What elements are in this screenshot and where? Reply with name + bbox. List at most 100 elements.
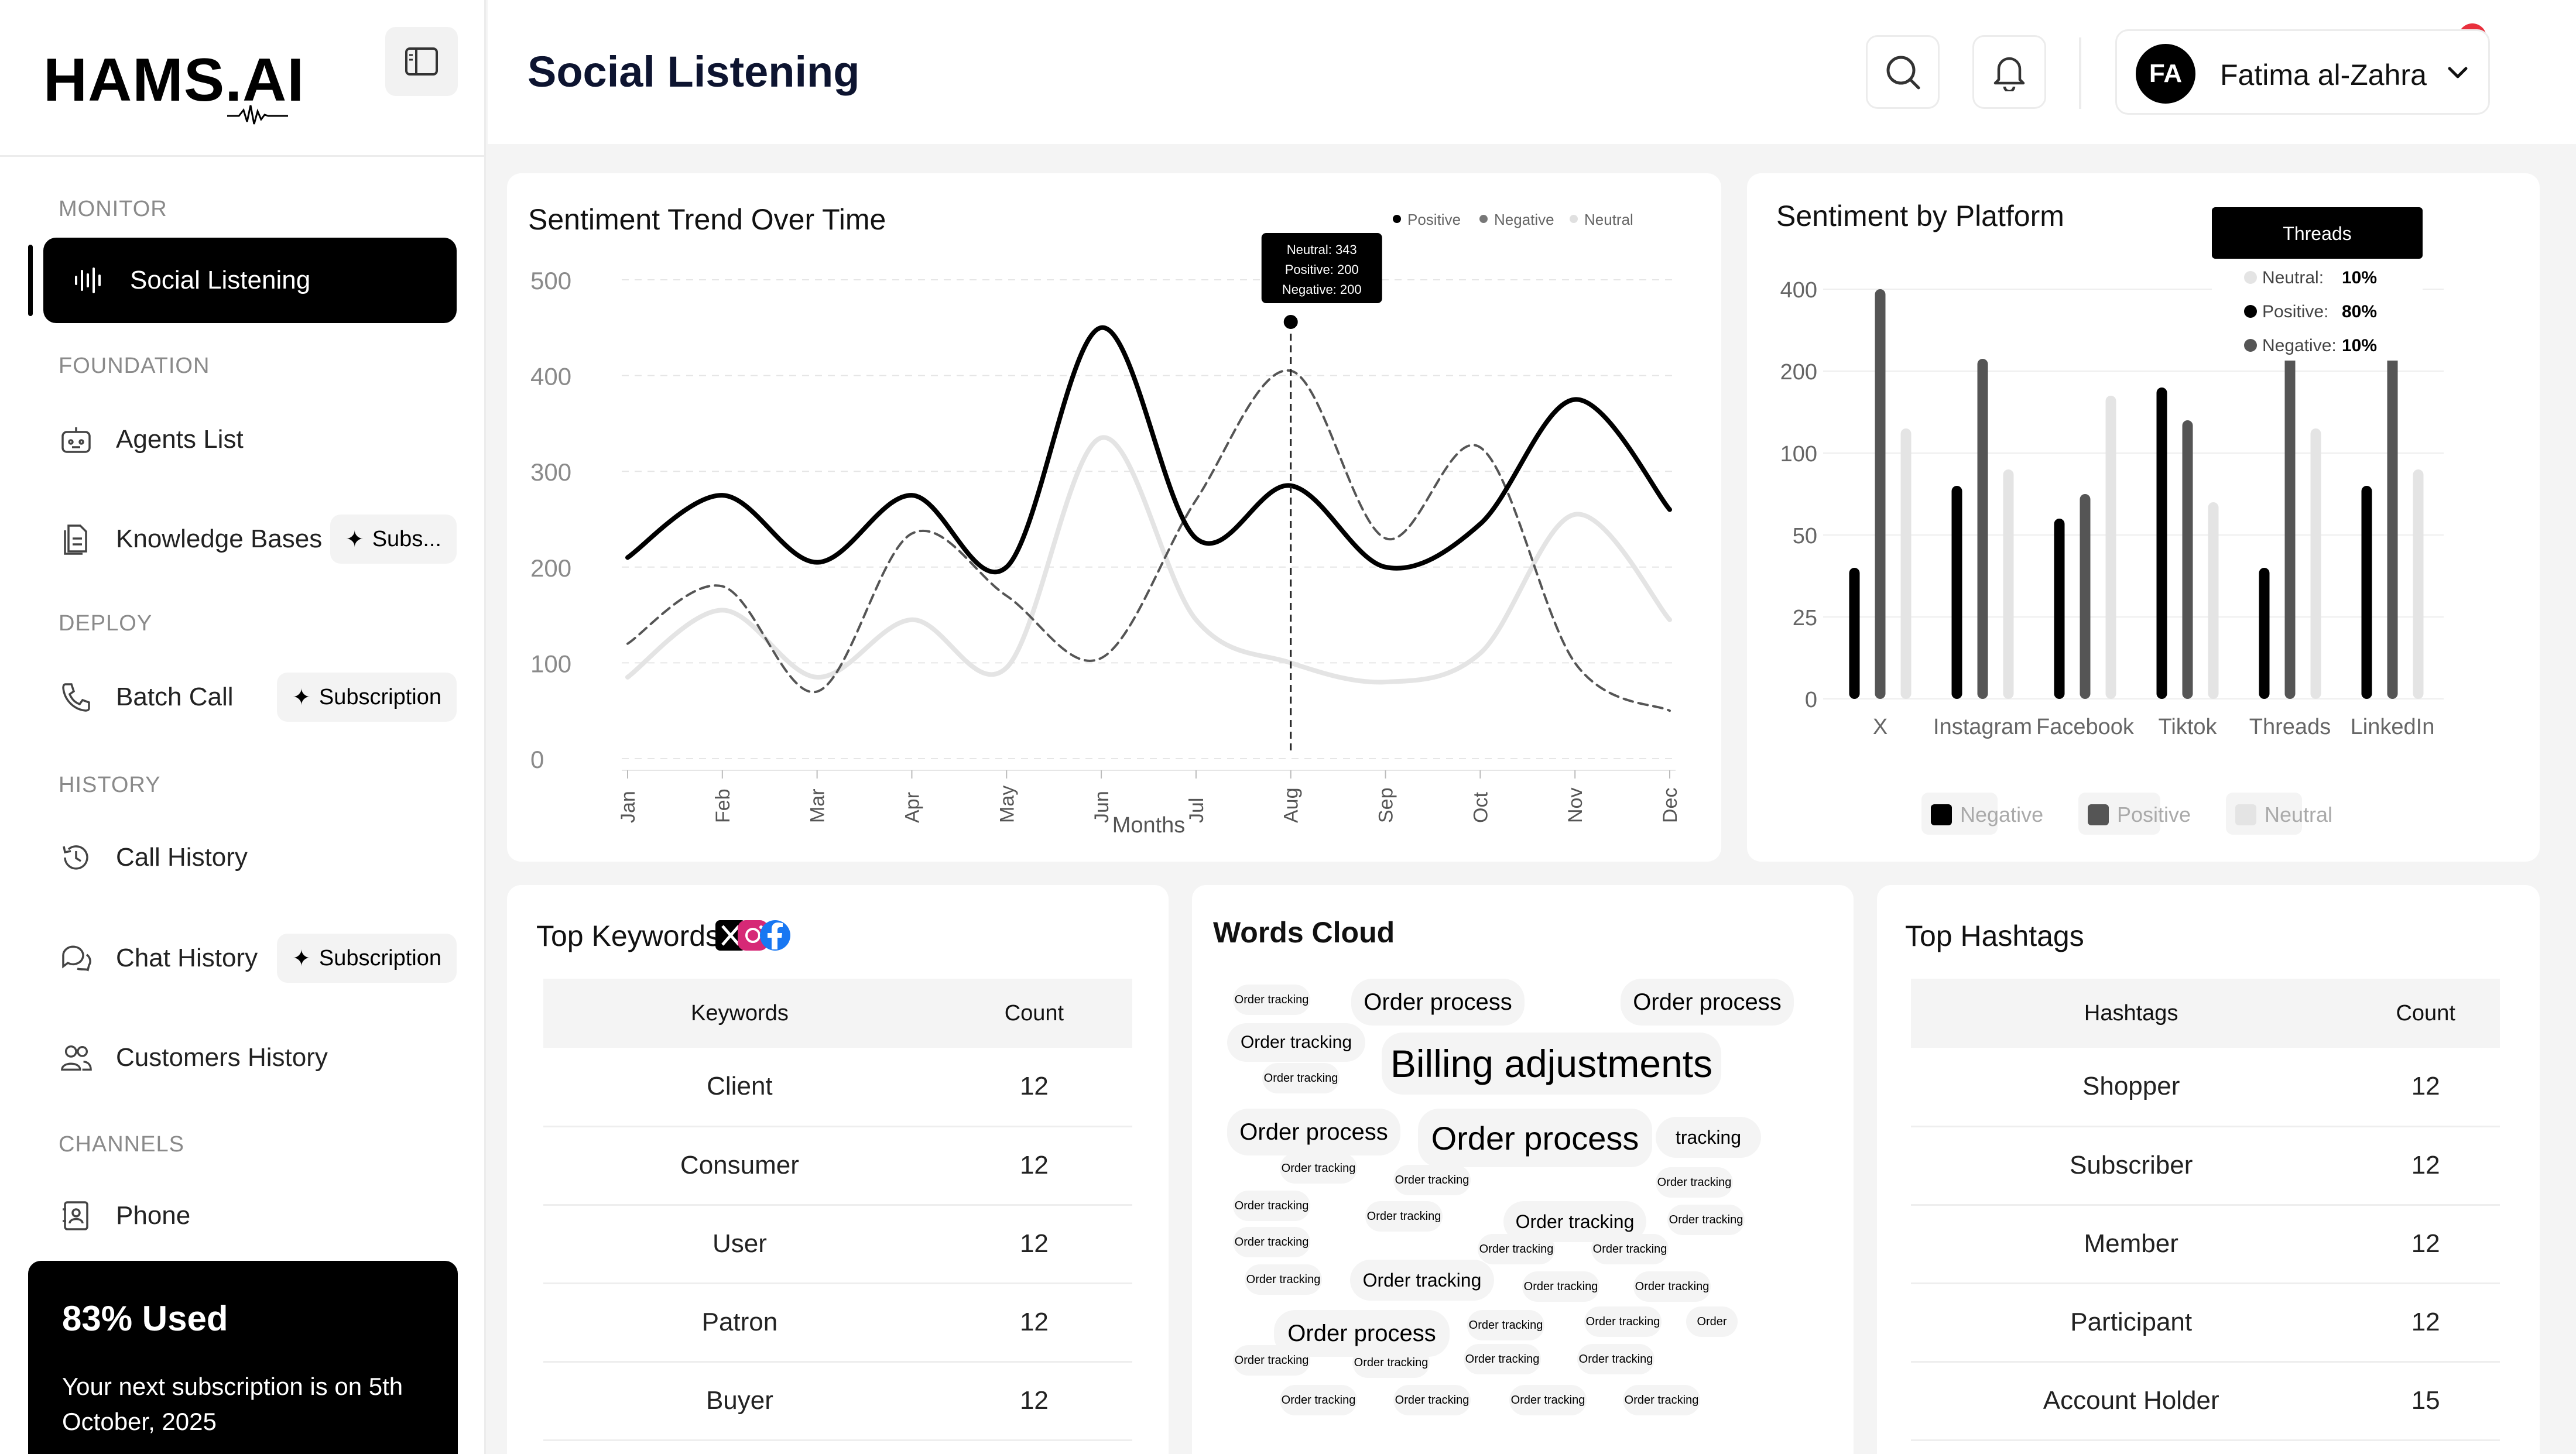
word-tag: Order tracking [1227,1023,1365,1062]
y-tick-label: 500 [530,267,571,294]
bar-neutral [2105,396,2116,699]
positive-series-line [625,325,1672,575]
tooltip-label: Neutral: [2262,268,2324,287]
sidebar-item-agents-list[interactable]: Agents List [43,397,457,482]
tooltip-marker [2244,305,2257,318]
count-cell: 12 [936,1126,1132,1206]
legend-label: Negative [1960,803,2043,827]
x-tick-label: Aug [1280,788,1303,824]
negative-series-line [626,369,1671,712]
table-row: Member 12 [1911,1205,2500,1284]
sidebar-item-phone[interactable]: Phone [43,1173,457,1258]
tooltip-label: Negative: [2262,336,2337,355]
tooltip-positive: Positive: 200 [1285,262,1359,277]
word-tag: Order process [1418,1109,1652,1167]
bar-neutral [2003,469,2014,699]
section-deploy: DEPLOY [59,611,153,636]
bar-neutral [2413,469,2424,699]
count-cell: 12 [936,1048,1132,1127]
tooltip-value: 10% [2342,336,2377,355]
tooltip-label: Positive: [2262,302,2328,321]
sidebar-toggle-button[interactable] [385,27,458,96]
sparkle-icon: ✦ [292,685,311,710]
platform-tooltip-title: Threads [2283,223,2351,244]
x-tick-label: Feb [712,788,734,823]
section-history: HISTORY [59,773,161,797]
usage-card: 83% Used Your next subscription is on 5t… [28,1261,458,1454]
words-cloud-title: Words Cloud [1213,916,1395,949]
x-tick-label: Tiktok [2159,715,2218,739]
table-row: Patron 12 [543,1283,1132,1363]
tooltip-value: 80% [2342,302,2377,321]
bar-positive [1875,289,1886,699]
count-cell: 12 [936,1283,1132,1363]
sidebar-item-label: Chat History [116,944,258,972]
word-tag: Order tracking [1667,1205,1745,1235]
sidebar-toggle-icon [405,47,438,76]
hashtags-table: Hashtags Count Shopper 12 Subscriber 12 Me… [1911,979,2500,1441]
sentiment-platform-title: Sentiment by Platform [1776,200,2064,232]
word-cloud: Order tracking Order process Order process… [1215,979,1854,1424]
legend-marker [1479,215,1488,223]
x-tick-label: Threads [2249,715,2331,739]
table-row: Account Holder 15 [1911,1362,2500,1441]
count-cell: 12 [2351,1205,2500,1284]
word-tag: Order tracking [1509,1385,1587,1415]
word-tag: Order tracking [1233,1191,1310,1221]
legend-marker [1570,215,1578,223]
sidebar-item-batch-call[interactable]: Batch Call ✦ Subscription [43,654,457,740]
bar-negative [2361,486,2372,699]
y-tick-label: 100 [1780,442,1817,467]
keyword-cell: Client [543,1048,936,1127]
document-icon [60,523,93,555]
bar-neutral [2208,502,2219,699]
x-tick-label: Sep [1375,788,1397,824]
user-menu-button[interactable]: FA Fatima al-Zahra [2115,29,2490,115]
subscription-chip[interactable]: ✦ Subs... [330,515,457,564]
x-tick-label: Apr [901,792,923,823]
top-keywords-title: Top Keywords [536,920,721,952]
sidebar-item-chat-history[interactable]: Chat History ✦ Subscription [43,915,457,1001]
count-cell: 12 [936,1205,1132,1284]
table-row: Participant 12 [1911,1283,2500,1363]
robot-icon [60,423,93,456]
tooltip-marker [2244,339,2257,352]
y-tick-label: 300 [530,458,571,486]
sidebar-item-customers-history[interactable]: Customers History [43,1015,457,1100]
sentiment-platform-chart: 0 25 50 100 200 400 X Instagram Facebook Tiktok Th… [1780,207,2444,835]
audio-wave-icon [73,264,105,297]
x-tick-label: LinkedIn [2351,715,2435,739]
users-icon [60,1041,93,1074]
subscription-chip[interactable]: ✦ Subscription [277,934,457,983]
section-channels: CHANNELS [59,1132,184,1157]
hover-point [1281,313,1300,331]
search-button[interactable] [1866,35,1940,109]
count-cell: 12 [2351,1126,2500,1206]
sidebar-item-knowledge-bases[interactable]: Knowledge Bases ✦ Subs... [43,496,457,582]
legend-label: Negative [1494,211,1554,228]
column-header-count: Count [936,979,1132,1048]
x-tick-label: Jul [1186,798,1208,823]
sentiment-trend-title: Sentiment Trend Over Time [528,203,886,236]
column-header-hashtags: Hashtags [1911,979,2352,1048]
sidebar-item-label: Agents List [116,425,244,454]
legend-label: Positive [1407,211,1461,228]
bar-positive [2080,494,2091,699]
neutral-series-line [625,435,1672,685]
word-tag: Order process [1227,1109,1400,1155]
sidebar-item-social-listening[interactable]: Social Listening [43,238,457,323]
keyword-cell: Consumer [543,1126,936,1206]
usage-title: 83% Used [62,1299,228,1338]
subscription-chip[interactable]: ✦ Subscription [277,673,457,722]
count-cell: 15 [2351,1362,2500,1441]
sidebar-item-call-history[interactable]: Call History [43,815,457,900]
y-tick-label: 100 [530,650,571,677]
notifications-button[interactable] [1972,35,2046,109]
hashtag-cell: Subscriber [1911,1126,2352,1206]
section-monitor: MONITOR [59,197,167,221]
tooltip-marker [2244,271,2257,284]
word-tag: Order tracking [1352,1347,1430,1378]
count-cell: 12 [2351,1048,2500,1127]
y-tick-label: 400 [530,363,571,390]
word-tag: Order tracking [1233,985,1310,1015]
